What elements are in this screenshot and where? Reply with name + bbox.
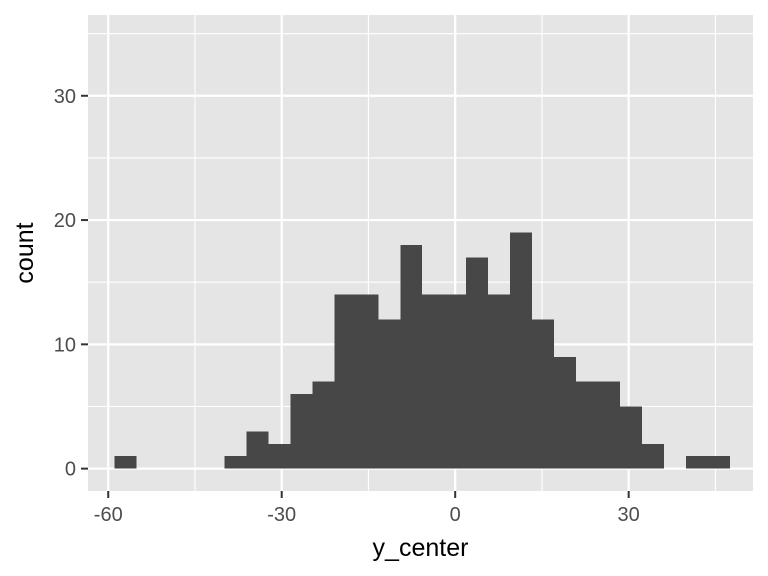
y-tick-label: 0 xyxy=(65,459,76,481)
x-tick-label: -60 xyxy=(94,504,123,526)
histogram-bar xyxy=(598,381,620,469)
histogram-bar xyxy=(707,456,730,469)
histogram-bar xyxy=(224,456,247,469)
histogram-bar xyxy=(685,456,708,469)
x-tick-label: 30 xyxy=(618,504,640,526)
histogram-bar xyxy=(312,381,335,469)
histogram-bar xyxy=(114,456,137,469)
histogram-bar xyxy=(268,443,291,469)
x-axis-title: y_center xyxy=(373,534,469,562)
x-axis: -60 -30 0 30 xyxy=(94,491,640,526)
histogram-bar xyxy=(378,319,401,469)
histogram-bar xyxy=(400,244,423,469)
histogram-bar xyxy=(532,319,555,469)
y-tick-label: 20 xyxy=(54,210,76,232)
histogram-bar xyxy=(246,431,269,469)
histogram-bar xyxy=(290,394,313,469)
x-tick-label: 0 xyxy=(450,504,461,526)
y-tick-label: 10 xyxy=(54,334,76,356)
histogram-bars xyxy=(114,232,730,469)
histogram-bar xyxy=(466,257,489,469)
histogram-bar xyxy=(641,443,664,469)
histogram-bar xyxy=(620,406,642,469)
histogram-bar xyxy=(554,356,577,469)
histogram-bar xyxy=(488,294,511,469)
histogram-bar xyxy=(422,294,445,469)
histogram-bar xyxy=(510,232,533,469)
y-tick-label: 30 xyxy=(54,86,76,108)
histogram-bar xyxy=(576,381,599,469)
histogram-bar xyxy=(334,294,357,469)
histogram-bar xyxy=(444,294,467,469)
histogram-bar xyxy=(356,294,379,469)
y-axis-title: count xyxy=(11,222,39,283)
y-axis: 0 10 20 30 xyxy=(54,86,88,481)
x-tick-label: -30 xyxy=(267,504,296,526)
